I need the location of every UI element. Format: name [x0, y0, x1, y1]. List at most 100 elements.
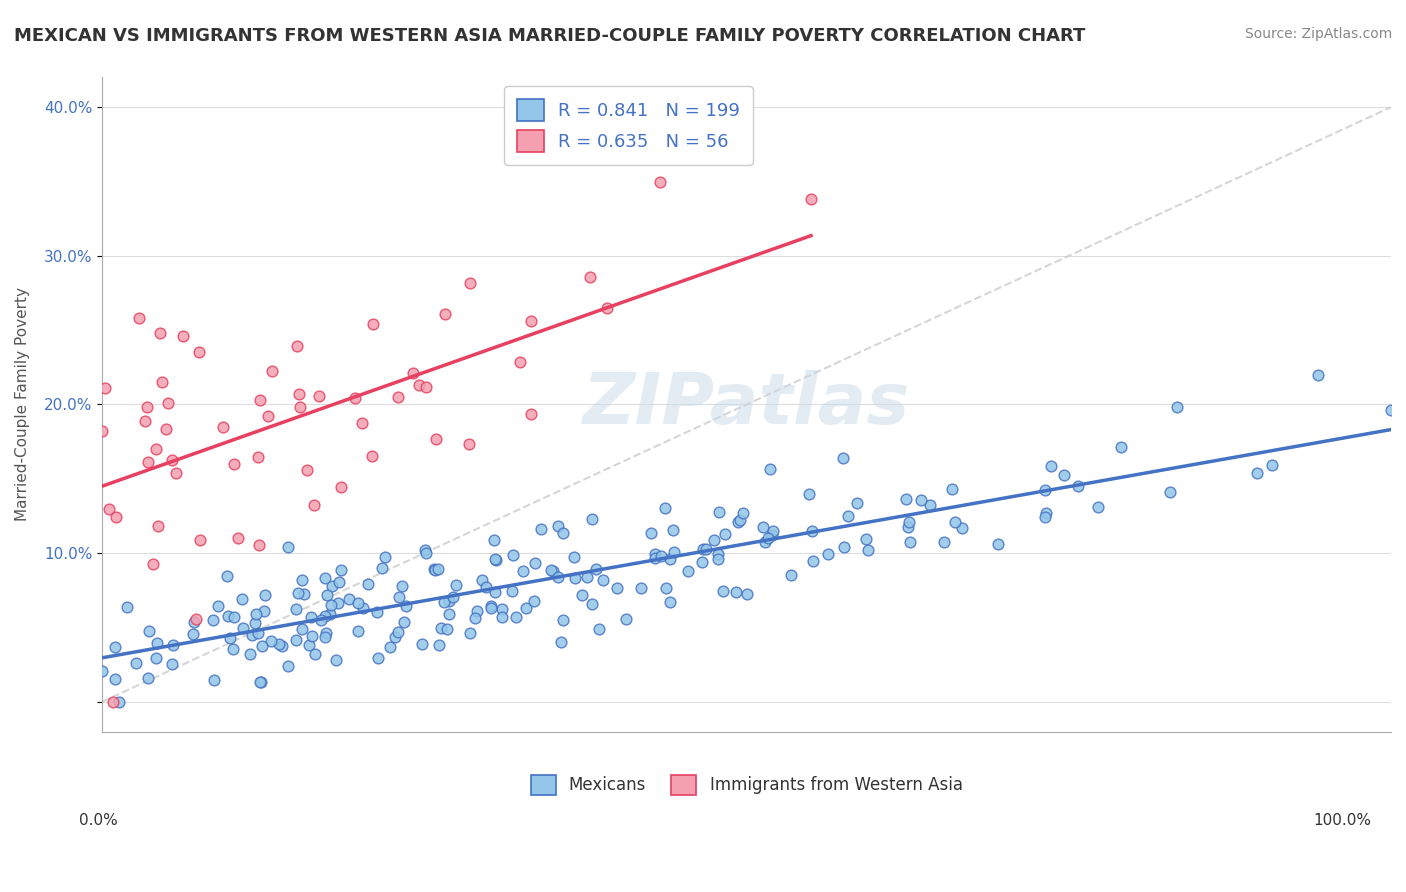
Point — [302, 498, 325, 512]
Point — [321, 598, 343, 612]
Point — [328, 574, 350, 589]
Point — [292, 587, 315, 601]
Point — [183, 615, 205, 630]
Point — [321, 579, 343, 593]
Point — [295, 463, 318, 477]
Point — [387, 625, 409, 640]
Point — [595, 301, 617, 315]
Point — [655, 581, 678, 595]
Point — [654, 501, 676, 516]
Point — [898, 535, 921, 549]
Point — [366, 605, 388, 619]
Point — [249, 675, 271, 690]
Point — [1033, 510, 1056, 524]
Point — [817, 547, 839, 561]
Point — [1053, 467, 1076, 482]
Point — [713, 527, 735, 541]
Point — [219, 631, 242, 645]
Point — [1159, 485, 1181, 500]
Point — [411, 636, 433, 650]
Point — [374, 549, 396, 564]
Point — [614, 612, 637, 626]
Point — [941, 482, 963, 496]
Point — [644, 551, 666, 566]
Point — [155, 421, 177, 435]
Point — [950, 521, 973, 535]
Point — [134, 414, 156, 428]
Point — [326, 596, 349, 610]
Point — [481, 599, 503, 613]
Point — [402, 366, 425, 380]
Point — [523, 594, 546, 608]
Point — [391, 578, 413, 592]
Point — [547, 570, 569, 584]
Point — [797, 487, 820, 501]
Point — [315, 625, 337, 640]
Point — [897, 519, 920, 533]
Point — [551, 613, 574, 627]
Point — [441, 591, 464, 605]
Point — [1039, 458, 1062, 473]
Point — [262, 364, 284, 378]
Point — [575, 569, 598, 583]
Point — [277, 540, 299, 554]
Text: 0.0%: 0.0% — [79, 814, 118, 828]
Point — [257, 409, 280, 423]
Point — [277, 659, 299, 673]
Point — [1308, 368, 1330, 382]
Point — [316, 587, 339, 601]
Point — [588, 622, 610, 636]
Point — [422, 562, 444, 576]
Point — [1035, 507, 1057, 521]
Point — [855, 532, 877, 546]
Y-axis label: Married-Couple Family Poverty: Married-Couple Family Poverty — [15, 287, 30, 522]
Point — [650, 174, 672, 188]
Point — [115, 599, 138, 614]
Point — [519, 314, 541, 328]
Point — [465, 603, 488, 617]
Point — [105, 510, 128, 524]
Point — [551, 526, 574, 541]
Point — [728, 513, 751, 527]
Point — [644, 547, 666, 561]
Point — [217, 608, 239, 623]
Point — [165, 467, 187, 481]
Point — [413, 543, 436, 558]
Point — [910, 492, 932, 507]
Point — [581, 597, 603, 611]
Text: 100.0%: 100.0% — [1313, 814, 1372, 828]
Point — [758, 531, 780, 545]
Point — [408, 377, 430, 392]
Point — [245, 607, 267, 621]
Point — [253, 604, 276, 618]
Point — [138, 454, 160, 468]
Point — [436, 623, 458, 637]
Point — [606, 581, 628, 595]
Point — [104, 640, 127, 655]
Point — [301, 629, 323, 643]
Point — [512, 565, 534, 579]
Point — [186, 612, 208, 626]
Point — [541, 564, 564, 578]
Point — [1033, 483, 1056, 498]
Point — [530, 522, 553, 536]
Point — [485, 553, 508, 567]
Point — [243, 616, 266, 631]
Point — [801, 554, 824, 568]
Point — [433, 307, 456, 321]
Point — [343, 391, 366, 405]
Point — [371, 560, 394, 574]
Point — [692, 542, 714, 557]
Point — [224, 610, 246, 624]
Point — [330, 480, 353, 494]
Point — [707, 548, 730, 562]
Point — [658, 595, 681, 609]
Point — [290, 401, 312, 415]
Point — [135, 400, 157, 414]
Point — [270, 640, 292, 654]
Point — [181, 627, 204, 641]
Point — [474, 580, 496, 594]
Point — [458, 276, 481, 290]
Point — [484, 585, 506, 599]
Point — [505, 610, 527, 624]
